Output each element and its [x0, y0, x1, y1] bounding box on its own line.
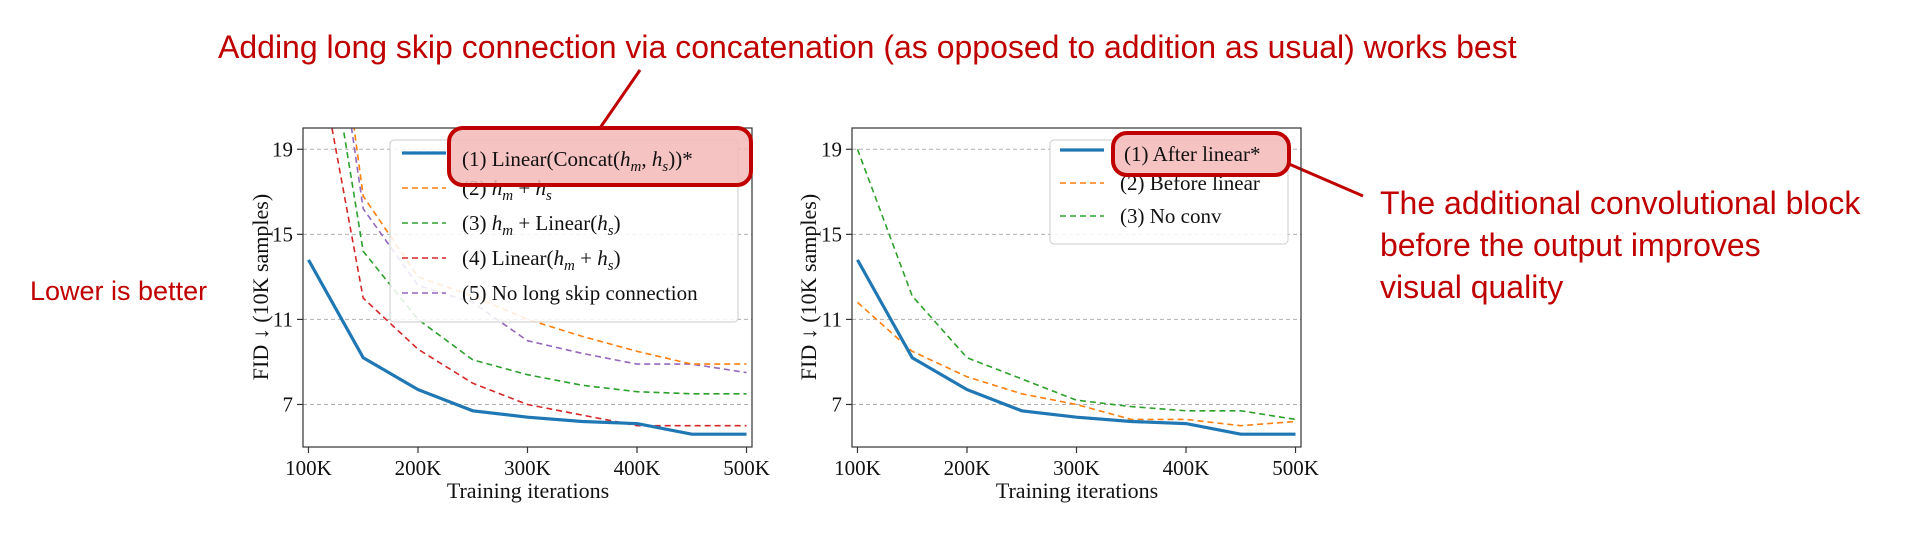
chart-left-legend-label-1-highlight: (1) Linear(Concat(hm, hs))*: [462, 147, 693, 175]
chart-right-series-3-line: [856, 149, 1296, 421]
right-annotation-line-1: The additional convolutional block: [1380, 185, 1861, 221]
top-annotation-pointer: [598, 69, 642, 129]
chart-left-series-1-line: [307, 259, 747, 436]
chart-left-ytick-label: 7: [283, 392, 294, 416]
chart-right-xlabel: Training iterations: [996, 478, 1158, 503]
left-annotation: Lower is better: [30, 276, 207, 306]
chart-right-xtick-label: 400K: [1163, 456, 1210, 480]
chart-left-series-4-line: [331, 128, 747, 427]
chart-left-series: [307, 128, 747, 436]
right-annotation-line-3: visual quality: [1380, 269, 1563, 305]
chart-right-ytick-label: 15: [821, 222, 842, 246]
chart-left-xtick-label: 200K: [395, 456, 442, 480]
chart-left-legend-label-4: (4) Linear(hm + hs): [462, 246, 621, 274]
chart-left-xlabel: Training iterations: [447, 478, 609, 503]
chart-right-highlight: [1111, 131, 1291, 177]
chart-right-xtick-label: 200K: [944, 456, 991, 480]
chart-right-xtick-label: 300K: [1053, 456, 1100, 480]
right-annotation-line-2: before the output improves: [1380, 227, 1761, 263]
chart-left-xtick-label: 400K: [614, 456, 661, 480]
chart-left-series-5-line: [350, 128, 747, 374]
chart-right-ytick-label: 11: [822, 307, 842, 331]
chart-left-series-3-line: [342, 128, 747, 395]
chart-right-ytick-label: 7: [832, 392, 843, 416]
right-annotation-pointer: [1288, 162, 1364, 198]
chart-right-legend-label-1-highlight: (1) After linear*: [1124, 142, 1260, 166]
chart-left-legend-label-5: (5) No long skip connection: [462, 281, 698, 305]
chart-left-xtick-label: 100K: [285, 456, 332, 480]
chart-right-ytick-label: 19: [821, 137, 842, 161]
chart-right-series: [856, 149, 1296, 436]
chart-left-highlight: [447, 126, 753, 187]
chart-left-ytick-label: 15: [272, 222, 293, 246]
chart-left-legend-label-3: (3) hm + Linear(hs): [462, 211, 621, 239]
chart-right-legend-label-3: (3) No conv: [1120, 204, 1222, 228]
chart-right-xtick-label: 100K: [834, 456, 881, 480]
top-annotation: Adding long skip connection via concaten…: [218, 29, 1517, 65]
chart-left: 7 11 15 19 100K 200K 300K 400K 500K Training ite…: [248, 126, 770, 503]
chart-left-ylabel: FID ↓ (10K samples): [248, 194, 273, 380]
chart-left-xtick-label: 500K: [723, 456, 770, 480]
chart-right-ticks: 7 11 15 19 100K 200K 300K 400K 500K: [821, 137, 1319, 480]
chart-right-xtick-label: 500K: [1272, 456, 1319, 480]
chart-left-series-2-line: [353, 128, 747, 365]
chart-right: 7 11 15 19 100K 200K 300K 400K 500K Training ite…: [796, 127, 1319, 503]
chart-right-series-1-line: [856, 259, 1296, 436]
chart-left-ticks: 7 11 15 19 100K 200K 300K 400K 500K: [272, 137, 770, 480]
chart-right-series-2-line: [856, 301, 1296, 427]
chart-left-xtick-label: 300K: [504, 456, 551, 480]
chart-left-ytick-label: 19: [272, 137, 293, 161]
chart-right-ylabel: FID ↓ (10K samples): [796, 194, 821, 380]
chart-left-ytick-label: 11: [273, 307, 293, 331]
